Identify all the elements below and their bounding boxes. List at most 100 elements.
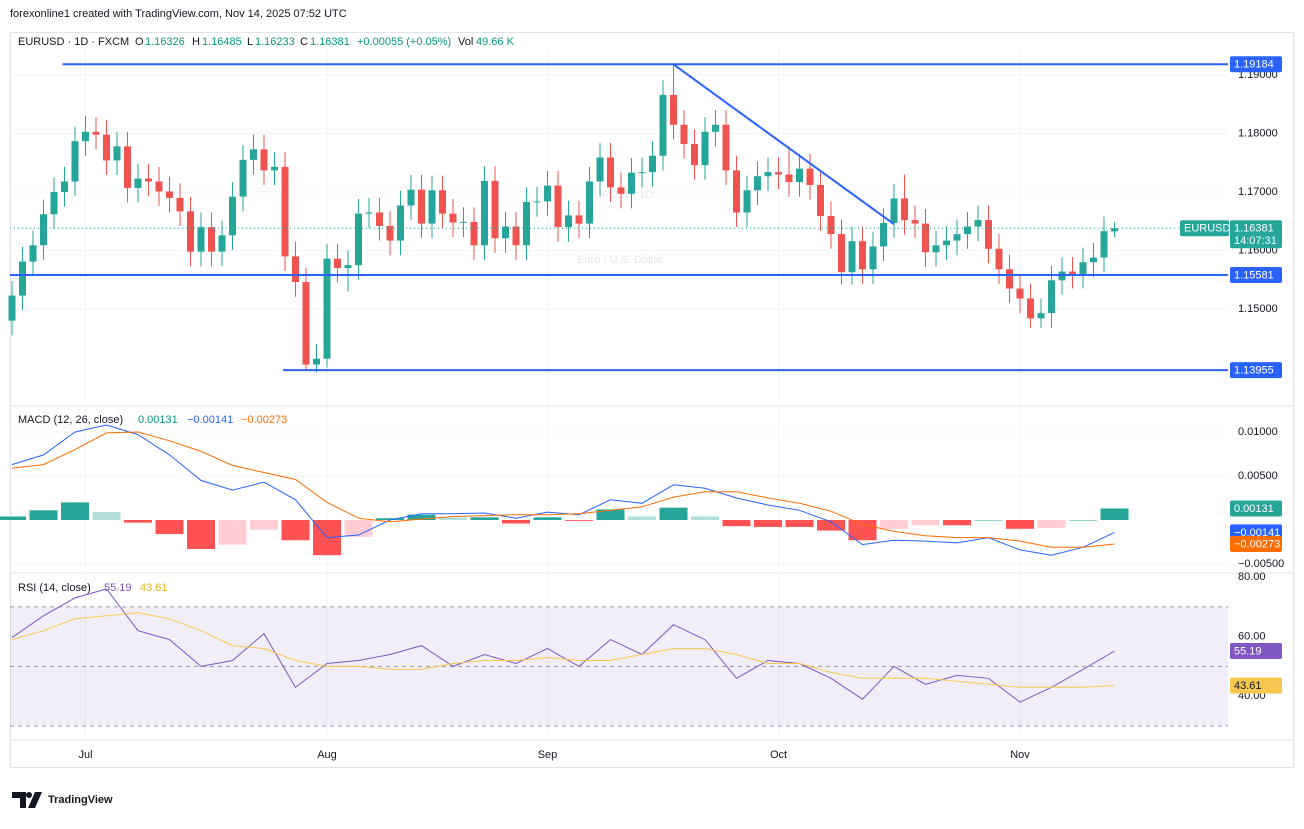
y-tick-label: 1.15000 — [1238, 303, 1278, 315]
watermark-subtitle: Euro / U.S. Dollar — [577, 254, 663, 266]
symbol-tag-label: EURUSD — [1184, 223, 1231, 235]
candle-body — [187, 211, 194, 252]
candle-body — [764, 172, 772, 177]
plot-layer: Jul Aug Sep Oct Nov1.190001.180001.170001.16… — [0, 48, 1284, 761]
histogram-bar — [61, 502, 89, 520]
candle-body — [869, 246, 877, 270]
histogram-bar — [1069, 519, 1097, 521]
candle-body — [838, 234, 845, 273]
histogram-bar — [155, 519, 184, 535]
candle-body — [470, 221, 478, 246]
y-tick-label: 1.17000 — [1238, 186, 1278, 198]
x-tick-label: Aug — [317, 749, 337, 761]
candle-body — [103, 134, 110, 161]
histogram-bar — [29, 510, 58, 520]
candle-body — [19, 261, 26, 296]
candle-body — [491, 180, 499, 239]
price-tag — [1230, 536, 1282, 553]
candle-body — [1037, 313, 1045, 319]
candle-body — [701, 131, 709, 166]
histogram-bar — [659, 507, 688, 520]
histogram-bar — [785, 519, 814, 528]
candle-body — [92, 131, 100, 135]
histogram-bar — [218, 519, 247, 545]
candle-body — [785, 174, 793, 183]
candle-body — [523, 201, 530, 246]
histogram-bar — [502, 519, 530, 524]
ohlc-value: 1.16381 — [310, 36, 350, 48]
candle-body — [124, 146, 131, 188]
candle-body — [1069, 271, 1076, 274]
candle-body — [29, 245, 37, 262]
histogram-bar — [92, 512, 121, 520]
candle-body — [302, 282, 310, 365]
ohlc-value: 1.16233 — [255, 36, 295, 48]
histogram-bar — [1100, 508, 1129, 520]
histogram-bar — [344, 519, 373, 537]
candle-body — [1027, 298, 1034, 319]
volume-value: 49.66 K — [476, 36, 515, 48]
macd-title: MACD (12, 26, close) — [18, 414, 123, 426]
candle-body — [901, 198, 908, 221]
candle-body — [775, 172, 782, 175]
candle-body — [281, 166, 289, 257]
y-tick-label: 60.00 — [1238, 631, 1266, 643]
last-price-label: 1.16381 — [1234, 223, 1274, 235]
signal-value: −0.00273 — [241, 414, 287, 426]
last-price-tag — [1230, 220, 1282, 249]
legend: EURUSD · 1D · FXCM O 1.16326 H 1.16485 L… — [18, 36, 515, 594]
candle-body — [565, 215, 572, 228]
candle-body — [544, 185, 551, 202]
candle-body — [1016, 288, 1024, 299]
candle-body — [911, 220, 919, 224]
candle-body — [439, 190, 446, 214]
x-tick-label: Jul — [78, 749, 92, 761]
candle-body — [964, 226, 971, 235]
macd-value: −0.00141 — [187, 414, 233, 426]
histogram-bar — [596, 509, 625, 520]
price-tag — [1230, 642, 1282, 659]
ohlc-label: O — [135, 36, 144, 48]
histogram-bar — [1006, 519, 1034, 529]
symbol-tag — [1180, 220, 1229, 237]
histogram-bar — [754, 519, 782, 528]
candle-body — [323, 258, 331, 359]
candle-body — [533, 201, 541, 203]
candle-body — [197, 227, 205, 252]
trendline — [672, 63, 895, 225]
header: forexonline1 created with TradingView.co… — [10, 8, 347, 20]
candle-body — [596, 157, 604, 182]
countdown-label: 14:07:31 — [1234, 235, 1277, 247]
candle-body — [218, 235, 226, 252]
histogram-bar — [565, 519, 593, 521]
candle-body — [145, 178, 152, 182]
candle-body — [670, 94, 677, 125]
candle-body — [376, 212, 383, 226]
histogram-bar — [848, 519, 877, 541]
price-tag-label: 55.19 — [1234, 645, 1262, 657]
candle-body — [722, 124, 730, 171]
indicator-line — [11, 588, 1115, 703]
candle-body — [166, 191, 173, 198]
candle-body — [418, 189, 425, 224]
candle-body — [649, 155, 656, 173]
y-tick-label: 0.00500 — [1238, 470, 1278, 482]
x-tick-label: Oct — [770, 749, 787, 761]
rsi-ma-value: 43.61 — [140, 582, 168, 594]
candle-body — [134, 178, 142, 188]
histogram-bar — [533, 517, 562, 520]
histogram-bar — [187, 519, 215, 550]
footer-brand: TradingView — [48, 794, 113, 806]
price-tag-label: 1.19184 — [1234, 59, 1274, 71]
candle-body — [617, 187, 625, 194]
candle-body — [848, 241, 856, 273]
price-tag-label: 43.61 — [1234, 680, 1262, 692]
y-tick-label: 1.18000 — [1238, 127, 1278, 139]
logo-mark — [12, 792, 42, 808]
price-tag-label: −0.00141 — [1234, 527, 1280, 539]
candle-body — [817, 184, 824, 216]
candle-body — [880, 223, 887, 247]
histogram-bar — [281, 519, 310, 541]
